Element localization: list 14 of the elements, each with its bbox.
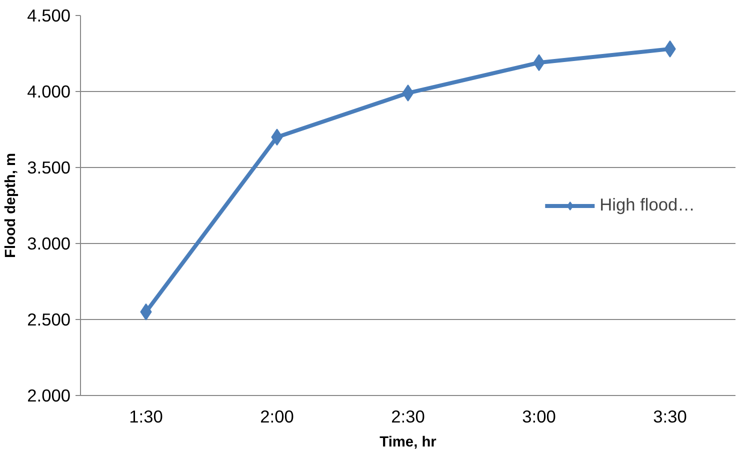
x-axis-title: Time, hr xyxy=(380,434,437,450)
legend-label: High flood… xyxy=(600,194,695,216)
y-tick-label: 2.000 xyxy=(27,386,71,406)
x-tick-label: 2:00 xyxy=(260,406,294,426)
x-tick-label: 2:30 xyxy=(391,406,425,426)
x-tick-label: 3:00 xyxy=(522,406,556,426)
y-tick-label: 3.500 xyxy=(27,158,71,178)
y-tick-label: 4.000 xyxy=(27,82,71,102)
x-tick-label: 3:30 xyxy=(653,406,687,426)
y-tick-label: 4.500 xyxy=(27,6,71,26)
y-tick-label: 2.500 xyxy=(27,310,71,330)
x-tick-label: 1:30 xyxy=(129,406,163,426)
y-axis-title: Flood depth, m xyxy=(3,152,20,258)
y-tick-label: 3.000 xyxy=(27,234,71,254)
